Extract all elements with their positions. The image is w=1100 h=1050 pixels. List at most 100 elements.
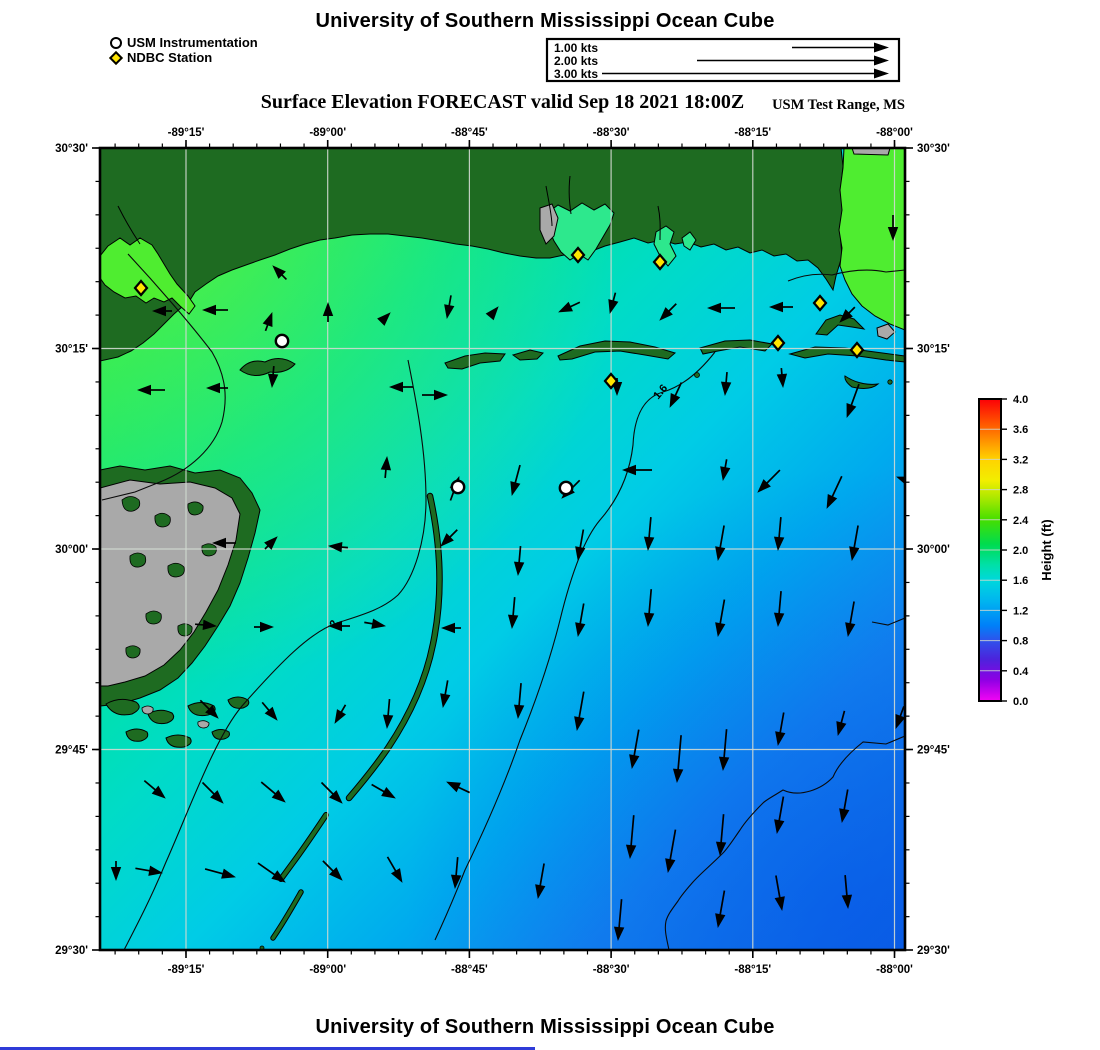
current-arrow [254, 621, 274, 633]
current-arrow [836, 710, 847, 736]
shore-patch [876, 323, 896, 340]
current-arrow [715, 599, 726, 637]
current-arrow [371, 783, 396, 799]
current-arrow [715, 890, 726, 928]
petit-bois-island [699, 339, 774, 355]
ndbc-station-marker [652, 253, 668, 271]
current-arrow [386, 856, 403, 883]
current-arrow [389, 381, 413, 393]
mainland [100, 148, 845, 362]
current-arrow [143, 779, 166, 799]
main-title: University of Southern Mississippi Ocean… [315, 10, 775, 32]
river-line [117, 205, 141, 245]
current-arrow [773, 591, 785, 627]
lat-tick-label-left: 30°30' [55, 143, 88, 155]
marsh-island [105, 698, 140, 716]
current-arrow [826, 475, 843, 509]
current-arrow [446, 781, 471, 794]
current-arrow [322, 860, 343, 881]
current-arrow [720, 372, 732, 396]
current-arrow [328, 620, 350, 632]
current-arrow [364, 618, 386, 629]
current-arrow [260, 781, 286, 803]
lat-tick-label-right: 30°00' [917, 544, 950, 556]
marsh-island [165, 734, 192, 748]
lon-tick-label-bottom: -88°00' [876, 964, 913, 976]
ndbc-station-marker [849, 341, 865, 359]
current-arrow [757, 469, 781, 493]
marsh-island-grey [141, 705, 154, 715]
marsh-island [227, 696, 250, 709]
colorbar-tick-label: 0.4 [1013, 666, 1029, 678]
coastal-strip [815, 314, 866, 336]
current-arrow [510, 464, 521, 496]
colorbar-tick-label: 3.6 [1013, 424, 1028, 436]
current-arrow [206, 382, 228, 394]
lat-tick-label-right: 29°45' [917, 745, 950, 757]
current-arrow [513, 683, 525, 719]
lat-tick-label-right: 30°30' [917, 143, 950, 155]
current-arrow [152, 305, 172, 317]
current-arrow [707, 302, 735, 314]
elevation-contour [434, 351, 716, 941]
current-arrow [261, 701, 278, 721]
current-arrow [769, 301, 793, 313]
islet [887, 379, 893, 385]
marsh-island [147, 709, 175, 725]
lat-tick-label-left: 29°45' [55, 745, 88, 757]
current-arrow [204, 868, 236, 879]
elevation-contour [787, 269, 905, 282]
current-arrow [845, 601, 856, 637]
ndbc-station-marker [133, 279, 149, 297]
current-arrow [328, 541, 349, 553]
marsh-patch [177, 623, 193, 637]
lon-tick-label-top: -89°00' [309, 127, 346, 139]
river-line [545, 185, 553, 227]
usm-circle-marker-icon [110, 36, 122, 49]
elevation-contour [101, 253, 226, 501]
speed-scale-arrow-icon [874, 55, 889, 66]
current-arrow [720, 459, 731, 481]
current-arrow [774, 875, 785, 911]
bottom-cropped-element [0, 1047, 535, 1050]
current-arrow [212, 537, 236, 549]
colorbar-tick-label: 3.2 [1013, 454, 1028, 466]
usm-station-marker [558, 480, 574, 496]
current-arrow [839, 306, 856, 323]
dauphin-island [788, 346, 905, 363]
current-arrow [257, 862, 286, 883]
islet [250, 958, 254, 962]
lon-tick-label-top: -88°45' [451, 127, 488, 139]
pascagoula-inlet [653, 225, 677, 267]
lat-tick-label-left: 29°30' [55, 945, 88, 957]
lat-tick-label-left: 30°15' [55, 344, 88, 356]
forecast-subtitle: Surface Elevation FORECAST valid Sep 18 … [260, 91, 745, 113]
marsh-patch [201, 543, 217, 557]
marsh-patch [187, 501, 204, 516]
current-arrow [322, 302, 334, 322]
river-line [568, 175, 572, 215]
current-arrow [895, 706, 905, 729]
lon-tick-label-top: -89°15' [168, 127, 205, 139]
lon-tick-label-bottom: -89°00' [309, 964, 346, 976]
usm-station-marker [450, 479, 466, 495]
marsh-patch [121, 496, 141, 512]
speed-scale-arrow-icon [874, 42, 889, 53]
biloxi-back-bay [545, 202, 615, 261]
colorbar-tick-label: 1.2 [1013, 605, 1028, 617]
colorbar-tick-label: 2.0 [1013, 545, 1028, 557]
legend-label-usm: USM Instrumentation [127, 35, 258, 50]
marsh-patch [125, 645, 141, 659]
current-arrow [441, 622, 461, 634]
current-arrow [444, 295, 455, 319]
current-arrow [377, 312, 391, 326]
current-arrow [137, 384, 165, 396]
colorbar-tick-label: 0.0 [1013, 696, 1028, 708]
station-legend: USM Instrumentation NDBC Station [108, 35, 258, 65]
legend-label-ndbc: NDBC Station [127, 50, 213, 65]
legend-row-ndbc: NDBC Station [108, 50, 258, 65]
current-arrow [574, 691, 585, 731]
lon-tick-label-bottom: -88°30' [593, 964, 630, 976]
